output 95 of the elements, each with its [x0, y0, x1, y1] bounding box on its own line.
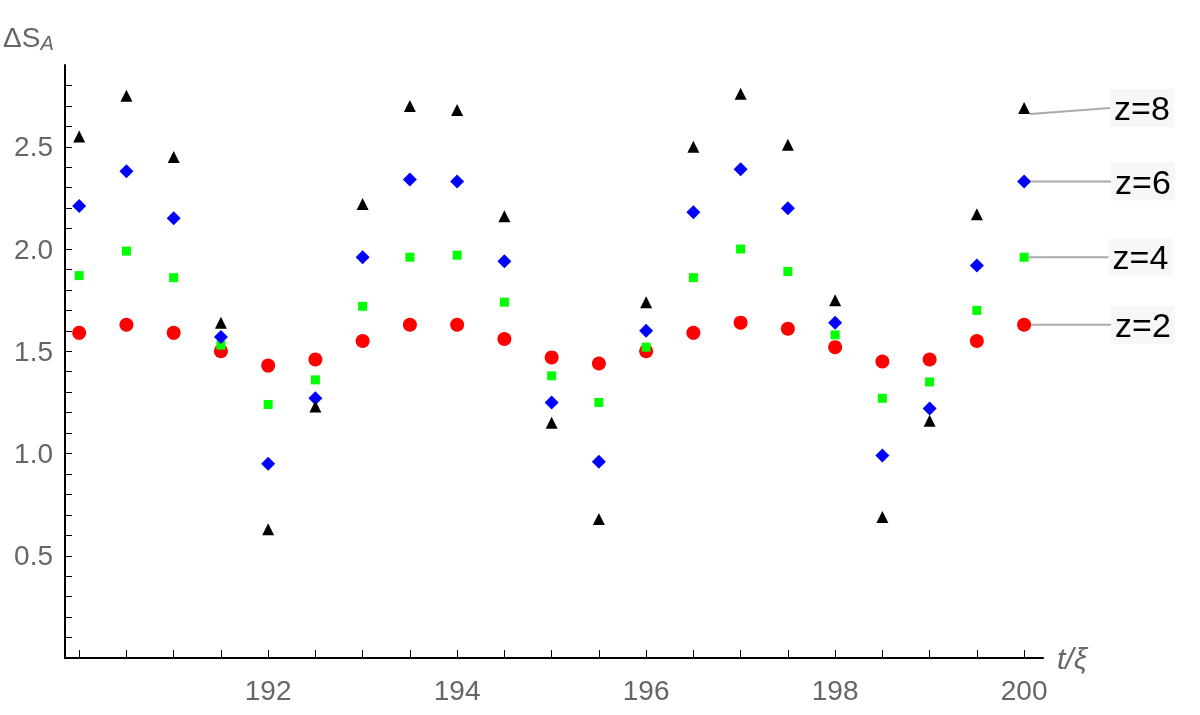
text: z=8	[1114, 88, 1170, 127]
x-tick-label: 200	[1000, 674, 1048, 706]
point	[402, 172, 417, 187]
point	[1018, 101, 1031, 114]
point	[261, 358, 276, 373]
x-axis-title: t/ξ	[1057, 641, 1089, 675]
point	[829, 294, 842, 307]
point	[972, 305, 982, 315]
point	[355, 334, 370, 349]
point	[923, 414, 936, 427]
point	[261, 456, 276, 471]
x-tick-label: 198	[811, 674, 859, 706]
point	[876, 510, 889, 523]
y-tick-label: 2.0	[14, 233, 53, 265]
point	[119, 317, 134, 332]
point	[875, 354, 890, 369]
point	[355, 250, 370, 265]
point	[544, 395, 559, 410]
point	[733, 315, 748, 330]
point	[72, 199, 87, 214]
point	[687, 140, 700, 153]
point	[120, 89, 133, 102]
point	[828, 340, 843, 355]
point	[686, 325, 701, 340]
point	[308, 391, 323, 406]
point	[591, 356, 606, 371]
point	[734, 87, 747, 100]
point	[450, 317, 465, 332]
point	[167, 151, 180, 164]
point	[925, 377, 935, 387]
point	[969, 258, 984, 273]
point	[169, 273, 179, 283]
point	[877, 393, 887, 403]
point	[828, 315, 843, 330]
point	[402, 317, 417, 332]
x-tick-label: 196	[622, 674, 670, 706]
point	[545, 416, 558, 429]
point	[736, 244, 746, 254]
point	[922, 401, 937, 416]
point	[498, 210, 511, 223]
y-tick-label: 0.5	[14, 540, 53, 572]
point	[119, 164, 134, 179]
text: z=2	[1115, 305, 1171, 344]
point	[969, 334, 984, 349]
point	[499, 297, 509, 307]
point	[547, 371, 557, 381]
text: z=4	[1112, 238, 1169, 277]
y-tick-label: 1.0	[14, 438, 53, 470]
point	[74, 271, 84, 281]
point	[686, 205, 701, 220]
point	[73, 130, 86, 143]
point	[213, 329, 228, 344]
point	[544, 350, 559, 365]
point	[592, 512, 605, 525]
point	[594, 397, 604, 407]
text: z=6	[1115, 162, 1171, 201]
point	[263, 399, 273, 409]
point	[262, 523, 275, 536]
point	[591, 454, 606, 469]
point	[452, 250, 462, 260]
point	[922, 352, 937, 367]
point	[639, 323, 654, 338]
point	[356, 198, 369, 211]
point	[688, 273, 698, 283]
point	[780, 201, 795, 216]
y-tick-label: 2.5	[14, 131, 53, 163]
point	[781, 138, 794, 151]
point	[1019, 252, 1029, 262]
point	[970, 208, 983, 221]
point	[780, 321, 795, 336]
point	[497, 332, 512, 346]
point	[72, 325, 87, 340]
point	[214, 316, 227, 329]
point	[783, 267, 793, 277]
point	[358, 301, 368, 311]
x-tick-label: 192	[244, 674, 292, 706]
point	[640, 296, 653, 309]
point	[497, 254, 512, 269]
point	[166, 211, 181, 226]
point	[310, 375, 320, 385]
point	[121, 246, 131, 256]
point	[830, 330, 840, 340]
point	[166, 325, 181, 340]
point	[733, 162, 748, 177]
point	[450, 174, 465, 189]
point	[403, 99, 416, 112]
point	[308, 352, 323, 367]
point	[875, 448, 890, 463]
point	[1017, 317, 1032, 332]
point	[1017, 174, 1032, 189]
point	[309, 400, 322, 413]
y-tick-label: 1.5	[14, 335, 53, 367]
x-tick-label: 194	[433, 674, 481, 706]
point	[451, 103, 464, 116]
point	[405, 252, 415, 262]
